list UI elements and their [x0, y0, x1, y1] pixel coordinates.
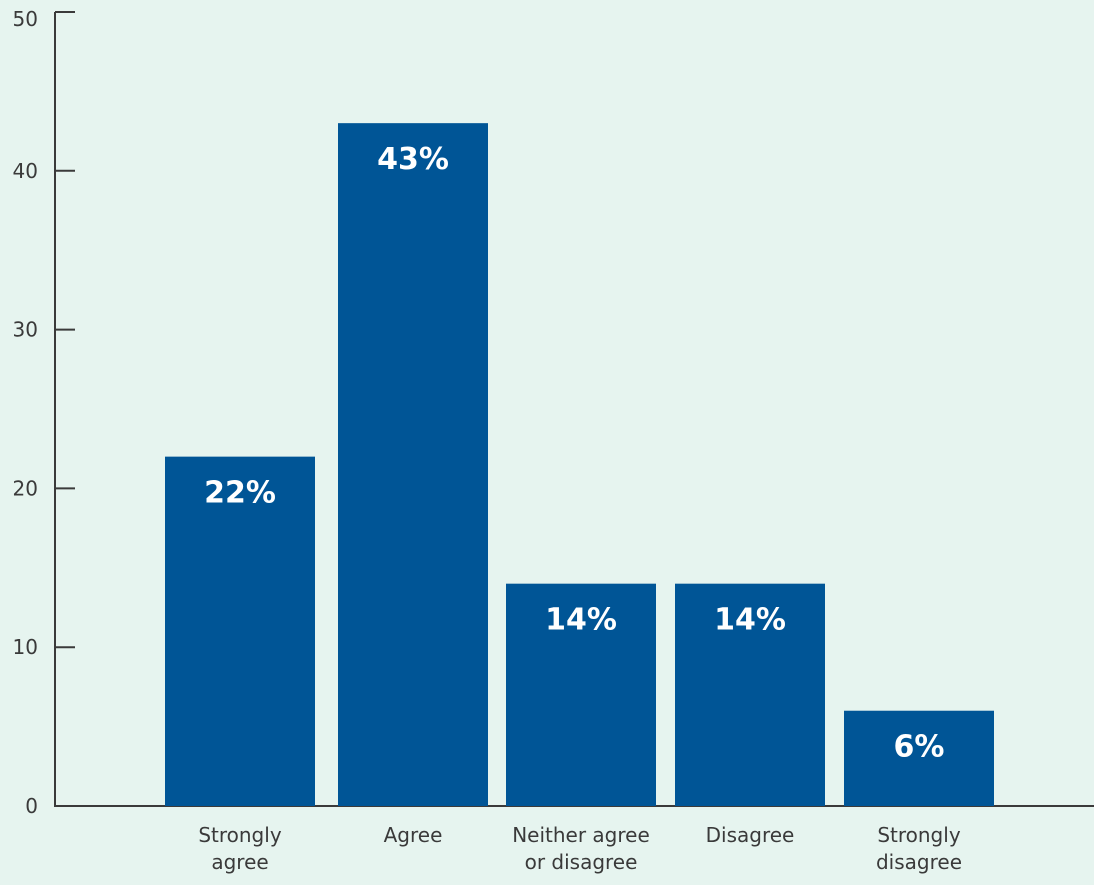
bar-data-label: 22% [204, 476, 276, 511]
x-category-label: Agree [384, 823, 443, 847]
bar [844, 710, 994, 806]
bars-group [165, 123, 994, 806]
y-tick-label: 40 [13, 159, 38, 183]
y-tick-label: 20 [13, 476, 38, 500]
bar [506, 583, 656, 806]
x-category-label: Strongly disagree [876, 823, 962, 874]
bar-data-label: 43% [377, 142, 449, 177]
bar [338, 123, 488, 806]
bar-data-label: 14% [545, 603, 617, 638]
x-category-label: Strongly agree [198, 823, 281, 874]
y-tick-label: 10 [13, 635, 38, 659]
data-labels-group: 22% 43% 14% 14% 6% [204, 142, 944, 765]
bar [675, 583, 825, 806]
y-tick-label: 50 [13, 7, 38, 31]
y-axis-ticks: 0 10 20 30 40 50 [13, 7, 75, 818]
bar [165, 456, 315, 806]
x-category-label: Neither agree or disagree [512, 823, 650, 874]
x-category-label: Disagree [706, 823, 795, 847]
bar-data-label: 6% [894, 730, 945, 765]
bar-data-label: 14% [714, 603, 786, 638]
y-tick-label: 30 [13, 318, 38, 342]
x-axis-labels: Strongly agree Agree Neither agree or disagr… [198, 823, 962, 874]
y-tick-label: 0 [25, 794, 38, 818]
